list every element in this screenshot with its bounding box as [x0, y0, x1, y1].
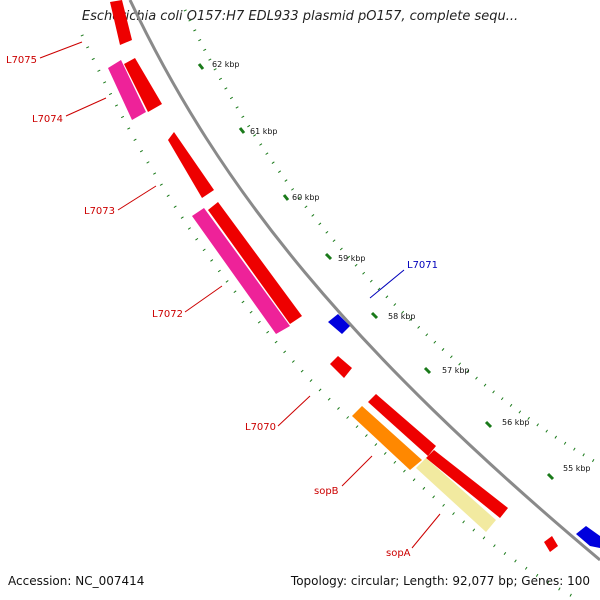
gene-L7070[interactable]: [330, 356, 352, 378]
tick-55kbp: 55 kbp: [563, 464, 591, 473]
tick-59kbp: 59 kbp: [338, 254, 366, 263]
gene-sopB-red[interactable]: [368, 394, 436, 456]
gene-L7073[interactable]: [168, 132, 214, 198]
tick-61kbp: 61 kbp: [250, 127, 278, 136]
tick-62kbp: 62 kbp: [212, 60, 240, 69]
label-L7070[interactable]: L7070: [245, 422, 276, 433]
accession-text: Accession: NC_007414: [8, 574, 145, 588]
gene-sopB[interactable]: [352, 406, 422, 470]
gene-labels: L7075 L7074 L7073 L7072 L7071 L7070 sopB…: [6, 55, 438, 559]
gene-L7071[interactable]: [328, 314, 350, 334]
tick-marks: [197, 63, 555, 481]
label-L7071[interactable]: L7071: [407, 260, 438, 271]
summary-text: Topology: circular; Length: 92,077 bp; G…: [290, 574, 590, 588]
gene-sopA[interactable]: [416, 458, 496, 532]
leader-lines: [39, 41, 441, 549]
gene-L7072-forward[interactable]: [208, 202, 302, 324]
kbp-tick-labels: 62 kbp 61 kbp 60 kbp 59 kbp 58 kbp 57 kb…: [212, 60, 591, 473]
label-L7072[interactable]: L7072: [152, 309, 183, 320]
gene-L7074-forward[interactable]: [124, 58, 162, 112]
tick-58kbp: 58 kbp: [388, 312, 416, 321]
gene-blue-edge[interactable]: [576, 526, 600, 548]
label-sopB[interactable]: sopB: [314, 486, 339, 497]
gene-features: [108, 0, 600, 552]
label-L7075[interactable]: L7075: [6, 55, 37, 66]
gene-L7072-reverse[interactable]: [192, 208, 290, 334]
label-L7074[interactable]: L7074: [32, 114, 63, 125]
gene-small-red[interactable]: [544, 536, 558, 552]
gc-track-outer: [183, 9, 600, 467]
gene-arrow-top[interactable]: [110, 0, 132, 45]
gene-sopA-red[interactable]: [426, 450, 508, 518]
backbone-circle: [128, 0, 600, 562]
label-sopA[interactable]: sopA: [386, 548, 411, 559]
label-L7073[interactable]: L7073: [84, 206, 115, 217]
tick-56kbp: 56 kbp: [502, 418, 530, 427]
gene-L7074-reverse[interactable]: [108, 60, 146, 120]
tick-60kbp: 60 kbp: [292, 193, 320, 202]
tick-57kbp: 57 kbp: [442, 366, 470, 375]
